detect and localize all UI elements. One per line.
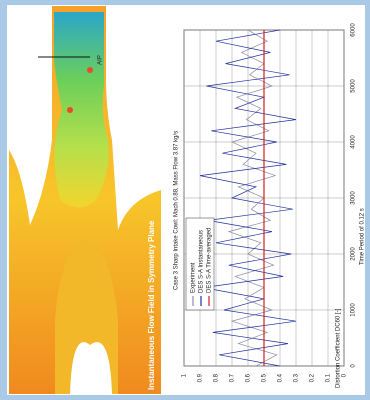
- y-tick-label: 0.7: [230, 373, 236, 382]
- x-tick-label: 2000: [351, 247, 357, 261]
- y-tick-label: 0.1: [326, 373, 332, 382]
- x-tick-label: 4000: [351, 135, 357, 149]
- spike: [70, 342, 112, 394]
- x-tick-label: 5000: [351, 79, 357, 93]
- x-tick-label: 3000: [351, 191, 357, 205]
- y-tick-label: 0.9: [198, 373, 204, 382]
- x-axis-title: Time Period of 0.12 s: [360, 208, 366, 265]
- y-tick-label: 0.6: [246, 373, 252, 382]
- legend-label: DES S-A Instantaneous: [199, 230, 205, 293]
- chart-title: Case 3 Sharp Intake Cowl: Mach 0.88, Mas…: [174, 131, 180, 290]
- series-line: [199, 29, 297, 367]
- y-tick-label: 1: [182, 373, 188, 377]
- y-tick-label: 0.2: [310, 373, 316, 382]
- legend-label: DES S-A Time-averaged: [207, 228, 213, 293]
- legend-box: [185, 217, 215, 311]
- x-tick-label: 1000: [351, 303, 357, 317]
- x-tick-label: 0: [351, 364, 357, 368]
- chart: 0 0.1 0.2 0.3 0.4 0.5 0.6 0.7 0.8 0.9 1 0 1000 2000 30…: [174, 23, 366, 388]
- vortex: [87, 67, 93, 73]
- y-tick-label: 0.3: [294, 373, 300, 382]
- y-tick-label: 0.5: [262, 373, 268, 382]
- aip-label: AIP: [98, 55, 104, 65]
- y-axis-title: Distortion Coefficient DC60 [-]: [336, 308, 342, 388]
- y-tick-label: 0.8: [214, 373, 220, 382]
- flow-caption: Instantaneous Flow Field in Symmetry Pla…: [147, 220, 156, 390]
- outer-wall: [106, 6, 161, 230]
- vortex: [67, 107, 73, 113]
- y-tick-label: 0: [342, 373, 348, 377]
- x-tick-label: 6000: [351, 23, 357, 37]
- duct-flow: [54, 12, 109, 208]
- cowl-wall: [9, 6, 52, 225]
- legend-label: Experiment: [191, 262, 197, 293]
- flow-field: AIP Instantaneous Flow Field in Symmetry…: [9, 6, 161, 394]
- y-tick-label: 0.4: [278, 373, 284, 382]
